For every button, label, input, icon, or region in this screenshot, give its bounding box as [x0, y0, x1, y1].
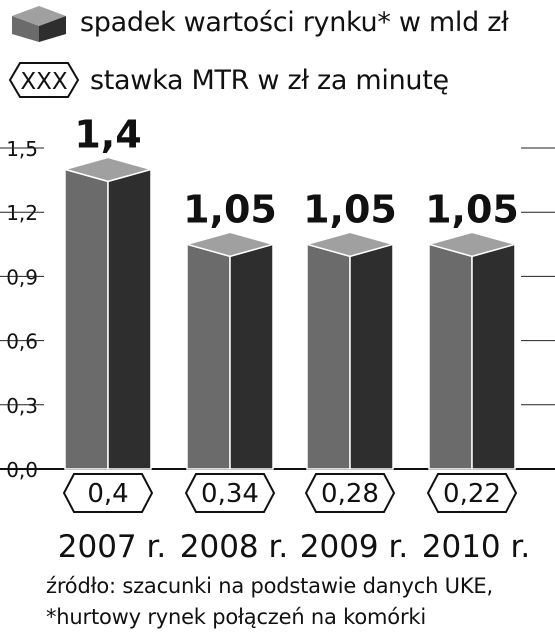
x-category-label: 2008 r. [180, 529, 289, 565]
mtr-hexagon-badge [426, 473, 518, 513]
bar-top-face [184, 231, 276, 258]
y-tick-label: 1,2 [6, 201, 38, 225]
x-category-label: 2009 r. [300, 529, 409, 565]
x-category-label: 2007 r. [58, 529, 167, 565]
bar-front-face [186, 243, 231, 470]
bar-top-face [62, 156, 154, 183]
mtr-value-label: 0,4 [87, 479, 128, 509]
mtr-value-label: 0,34 [201, 479, 259, 509]
bar-top-face [304, 231, 396, 258]
y-tick-label: 1,5 [6, 137, 38, 161]
y-tick-label: 0,6 [6, 330, 38, 354]
y-tick-label: 0,9 [6, 265, 38, 289]
gray-box-icon [12, 6, 66, 42]
legend-mtr-label: stawka MTR w zł za minutę [90, 64, 449, 96]
bar-side-face [349, 243, 394, 470]
mtr-value-label: 0,28 [321, 479, 379, 509]
legend-mtr-symbol: XXX [20, 69, 68, 95]
bar-side-face [229, 243, 274, 470]
mtr-hexagon-badge [62, 473, 154, 513]
mtr-value-label: 0,22 [443, 479, 501, 509]
source-note: źródło: szacunki na podstawie danych UKE… [46, 574, 493, 598]
bar-side-face [471, 243, 516, 470]
mtr-hexagon-badge [184, 473, 276, 513]
bar-side-face [107, 168, 152, 470]
bar-value-label: 1,4 [74, 112, 141, 156]
bar-value-label: 1,05 [183, 187, 277, 231]
bar-front-face [306, 243, 351, 470]
y-tick-label: 0,3 [6, 394, 38, 418]
legend-market: spadek wartości rynku* w mld zł [8, 2, 509, 42]
bar-front-face [428, 243, 473, 470]
legend-mtr: XXX stawka MTR w zł za minutę [8, 60, 449, 100]
bar-front-face [64, 168, 109, 470]
mtr-hexagon-badge [304, 473, 396, 513]
footnote: *hurtowy rynek połączeń na komórki [46, 605, 426, 629]
bar-top-face [426, 231, 518, 258]
bar-value-label: 1,05 [303, 187, 397, 231]
hexagon-label-icon: XXX [8, 62, 80, 98]
bar-value-label: 1,05 [425, 187, 519, 231]
x-category-label: 2010 r. [422, 529, 531, 565]
legend-market-label: spadek wartości rynku* w mld zł [80, 6, 509, 38]
